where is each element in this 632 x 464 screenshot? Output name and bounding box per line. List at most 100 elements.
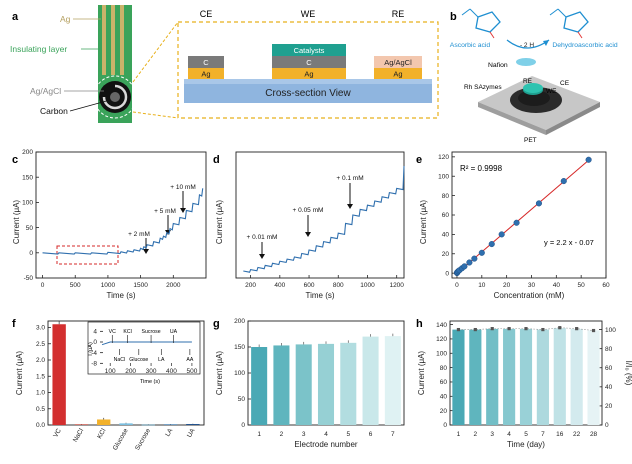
h-category-label: 7: [541, 431, 545, 438]
we-carbon-text: C: [306, 58, 312, 67]
e-xtick-label: 20: [503, 282, 511, 289]
h-ytick-label: 80: [440, 365, 448, 372]
c-xtick-label: 1500: [133, 282, 148, 289]
e-ytick-label: 0: [445, 270, 449, 277]
c-ytick-label: -50: [24, 275, 34, 282]
h-bar: [519, 328, 533, 425]
g-category-label: 2: [280, 431, 284, 438]
e-xtick-label: 50: [578, 282, 586, 289]
label-carbon: Carbon: [40, 106, 68, 116]
label-dehydro: Dehydroascorbic acid: [552, 42, 618, 49]
photo-ag-ring: [102, 84, 128, 110]
e-ytick-label: 60: [442, 212, 450, 219]
f-inset-xtick-label: 300: [146, 368, 157, 375]
dehydro-ring: [563, 11, 589, 33]
xlabel-g: Electrode number: [294, 440, 357, 449]
panel-label-h: h: [416, 318, 423, 330]
arrowhead-d-3: [347, 204, 353, 209]
f-category-label: VC: [52, 427, 63, 439]
electrode-photo: [93, 5, 137, 123]
f-bar: [141, 424, 155, 426]
h-ytick-label: 40: [440, 394, 448, 401]
h-category-label: 28: [590, 431, 598, 438]
label-re: RE: [392, 9, 405, 19]
f-ytick-label: 1.5: [36, 373, 45, 380]
h-y2tick-label: 0: [605, 422, 609, 429]
annotation-d-3: + 0.1 mM: [336, 175, 363, 182]
f-category-label: KCl: [96, 427, 108, 440]
h-category-label: 5: [524, 431, 528, 438]
f-ytick-label: 3.0: [36, 325, 45, 332]
we-catalysts-text: Catalysts: [294, 46, 325, 55]
panel-label-f: f: [12, 318, 16, 330]
h-category-label: 2: [474, 431, 478, 438]
h-bar: [570, 328, 583, 425]
g-ytick-label: 50: [238, 396, 246, 403]
label-ce: CE: [200, 9, 213, 19]
h-y2tick-label: 100: [605, 327, 616, 334]
re-agagcl-layer: [374, 56, 422, 68]
c-ytick-label: 50: [26, 225, 34, 232]
pet-substrate-side-left: [478, 102, 546, 135]
h-retention-point: [524, 327, 528, 331]
panel-label-a: a: [12, 11, 19, 23]
h-ytick-label: 0: [443, 422, 447, 429]
axes-c: Current (μA) Time (s) + 2 mM + 5 mM + 10…: [12, 151, 207, 300]
f-inset-ytick-label: 4: [93, 329, 97, 336]
xlabel-c: Time (s): [106, 291, 135, 300]
g-bar: [362, 336, 379, 425]
h-category-label: 3: [490, 431, 494, 438]
f-ytick-label: 2.0: [36, 357, 45, 364]
e-ytick-label: 40: [442, 232, 450, 239]
g-category-label: 7: [391, 431, 395, 438]
annotation-c-3: + 10 mM: [170, 184, 195, 191]
d-xtick-label: 600: [304, 282, 315, 289]
label-reaction: - 2 H: [520, 42, 534, 49]
callout-line-top: [132, 21, 179, 83]
d-xtick-label: 1000: [360, 282, 375, 289]
ce-carbon-text: C: [203, 58, 209, 67]
f-inset-xtick-label: 400: [166, 368, 177, 375]
f-ytick-label: 0.5: [36, 406, 45, 413]
label-we-b: WE: [546, 88, 557, 95]
label-ce-b: CE: [560, 80, 570, 87]
g-ytick-label: 200: [234, 318, 245, 325]
e-scatter-point: [461, 263, 468, 270]
g-bar: [317, 343, 335, 425]
h-ytick-label: 60: [440, 379, 448, 386]
d-xtick-label: 800: [333, 282, 344, 289]
f-inset-ytick-label: -8: [91, 361, 97, 368]
re-ag-layer: [374, 68, 422, 79]
c-xtick-label: 2000: [166, 282, 181, 289]
photo-trace-1: [102, 5, 106, 75]
e-scatter-point: [535, 200, 542, 207]
h-retention-point: [575, 327, 579, 331]
f-inset-top-label: VC: [109, 329, 116, 335]
label-ascorbic: Ascorbic acid: [450, 42, 491, 49]
g-bar: [340, 342, 357, 425]
f-inset-top-label: Sucrose: [142, 329, 161, 335]
h-y2tick-label: 40: [605, 384, 613, 391]
label-rh: Rh SAzymes: [464, 84, 502, 91]
xlabel-h: Time (day): [507, 440, 545, 449]
f-inset-ytick-label: 0: [93, 339, 97, 346]
panel-label-e: e: [416, 154, 422, 166]
h-retention-point: [490, 327, 494, 331]
inset-xlabel: Time (s): [140, 379, 160, 385]
h-retention-point: [541, 327, 545, 332]
label-agagcl: Ag/AgCl: [30, 86, 61, 96]
f-bar: [52, 324, 66, 425]
d-xtick-label: 1200: [389, 282, 404, 289]
h-retention-point: [507, 327, 511, 331]
h-y2tick-label: 80: [605, 346, 613, 353]
f-bar: [119, 423, 133, 425]
ascorbic-oh: [489, 31, 495, 39]
panel-label-g: g: [213, 318, 220, 330]
we-carbon-layer: [272, 56, 346, 68]
e-scatter-point: [488, 241, 495, 248]
nafion-disk: [516, 58, 536, 66]
ylabel-e: Current (μA): [419, 200, 428, 245]
ce-carbon-layer: [188, 56, 224, 68]
f-inset-top-label: KCl: [123, 329, 131, 335]
